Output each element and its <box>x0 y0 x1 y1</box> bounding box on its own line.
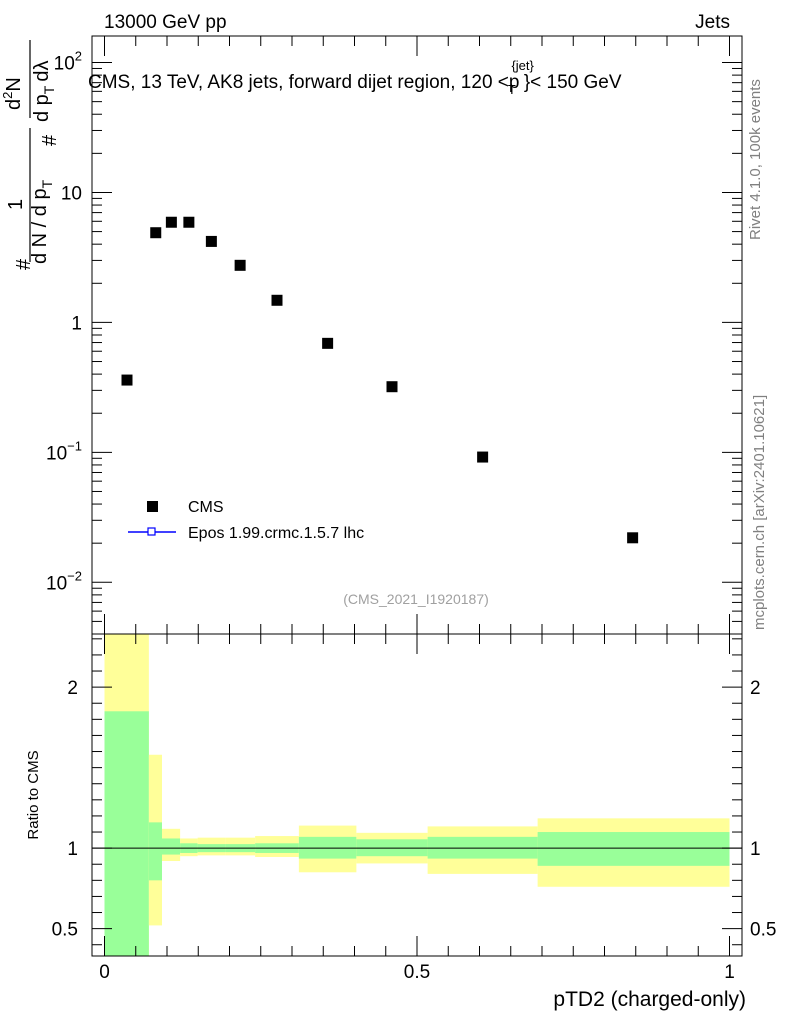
cms-data-points <box>121 216 639 544</box>
ylabel-one: 1 <box>5 199 27 210</box>
main-plot-frame <box>91 35 743 635</box>
legend-cms-marker <box>147 501 158 512</box>
ylabel-num: d2N <box>0 77 25 110</box>
main-ylabel: # 1 d N / d pT # d2N d pTdλ <box>0 40 61 270</box>
header-right: Jets <box>695 12 730 33</box>
main-y-tick-labels: 102 10 1 10−1 10−2 <box>46 49 82 595</box>
cms-point-5 <box>234 259 246 271</box>
main-ytick-label-4: 10−2 <box>46 568 82 594</box>
main-ytick-label-3: 10−1 <box>46 438 82 464</box>
ratio-plot-frame <box>91 633 743 957</box>
main-y-ticks <box>92 62 742 635</box>
ratio-ylabel: Ratio to CMS <box>25 750 42 839</box>
mcplots-label: mcplots.cern.ch [arXiv:2401.10621] <box>751 395 768 630</box>
xtick-label-2: 1 <box>724 962 735 983</box>
ratio-ytick-label-right-2: 0.5 <box>750 920 776 941</box>
plot-title-suffix: }< 150 GeV <box>524 72 622 93</box>
ratio-y-tick-labels: 2 2 1 1 0.5 0.5 <box>52 678 777 941</box>
plot-title-sub: T <box>508 82 516 97</box>
ratio-ytick-label-right-0: 2 <box>750 678 761 699</box>
ratio-stat-band-1 <box>148 822 162 881</box>
ratio-ytick-label-1: 1 <box>67 839 78 860</box>
ylabel-den: d pTdλ <box>31 61 57 123</box>
cms-point-7 <box>322 337 334 349</box>
legend-epos-label: Epos 1.99.crmc.1.5.7 lhc <box>188 525 364 542</box>
main-ytick-label-2: 1 <box>71 313 82 334</box>
cms-point-8 <box>386 381 398 393</box>
legend-cms-label: CMS <box>188 499 224 516</box>
ratio-stat-band-10 <box>537 832 730 866</box>
cms-point-4 <box>205 235 217 247</box>
xtick-label-1: 0.5 <box>404 962 430 983</box>
ratio-stat-band-0 <box>104 711 149 956</box>
ratio-stat-band-2 <box>162 838 181 855</box>
ratio-ticks <box>92 634 742 956</box>
analysis-watermark: (CMS_2021_I1920187) <box>343 591 489 607</box>
cms-point-2 <box>165 216 177 228</box>
legend-epos-marker <box>147 527 156 536</box>
legend: CMS Epos 1.99.crmc.1.5.7 lhc <box>128 499 364 542</box>
plot-title: CMS, 13 TeV, AK8 jets, forward dijet reg… <box>88 58 622 97</box>
cms-point-1 <box>150 227 162 239</box>
xtick-label-0: 0 <box>99 962 110 983</box>
cms-point-3 <box>183 216 195 228</box>
ratio-ytick-label-right-1: 1 <box>750 839 761 860</box>
plot-title-sup: {jet} <box>511 58 534 73</box>
main-ytick-label-1: 10 <box>61 183 82 204</box>
cms-point-10 <box>627 532 639 544</box>
header-left: 13000 GeV pp <box>104 12 227 33</box>
cms-point-6 <box>271 294 283 306</box>
ratio-ytick-label-0: 2 <box>67 678 78 699</box>
main-ytick-label-0: 102 <box>54 49 82 75</box>
ylabel-hash2: # <box>39 134 61 146</box>
plot-title-prefix: CMS, 13 TeV, AK8 jets, forward dijet reg… <box>88 72 519 93</box>
ratio-bands <box>104 634 730 956</box>
cms-point-0 <box>121 374 133 386</box>
ylabel-dn: d N / d pT <box>29 179 55 264</box>
cms-point-9 <box>477 451 489 463</box>
main-x-ticks <box>104 36 730 634</box>
x-axis-label: pTD2 (charged-only) <box>553 988 746 1011</box>
rivet-label: Rivet 4.1.0, 100k events <box>747 79 764 240</box>
ratio-x-tick-labels: 0 0.5 1 <box>99 962 735 983</box>
ratio-ytick-label-2: 0.5 <box>52 920 78 941</box>
